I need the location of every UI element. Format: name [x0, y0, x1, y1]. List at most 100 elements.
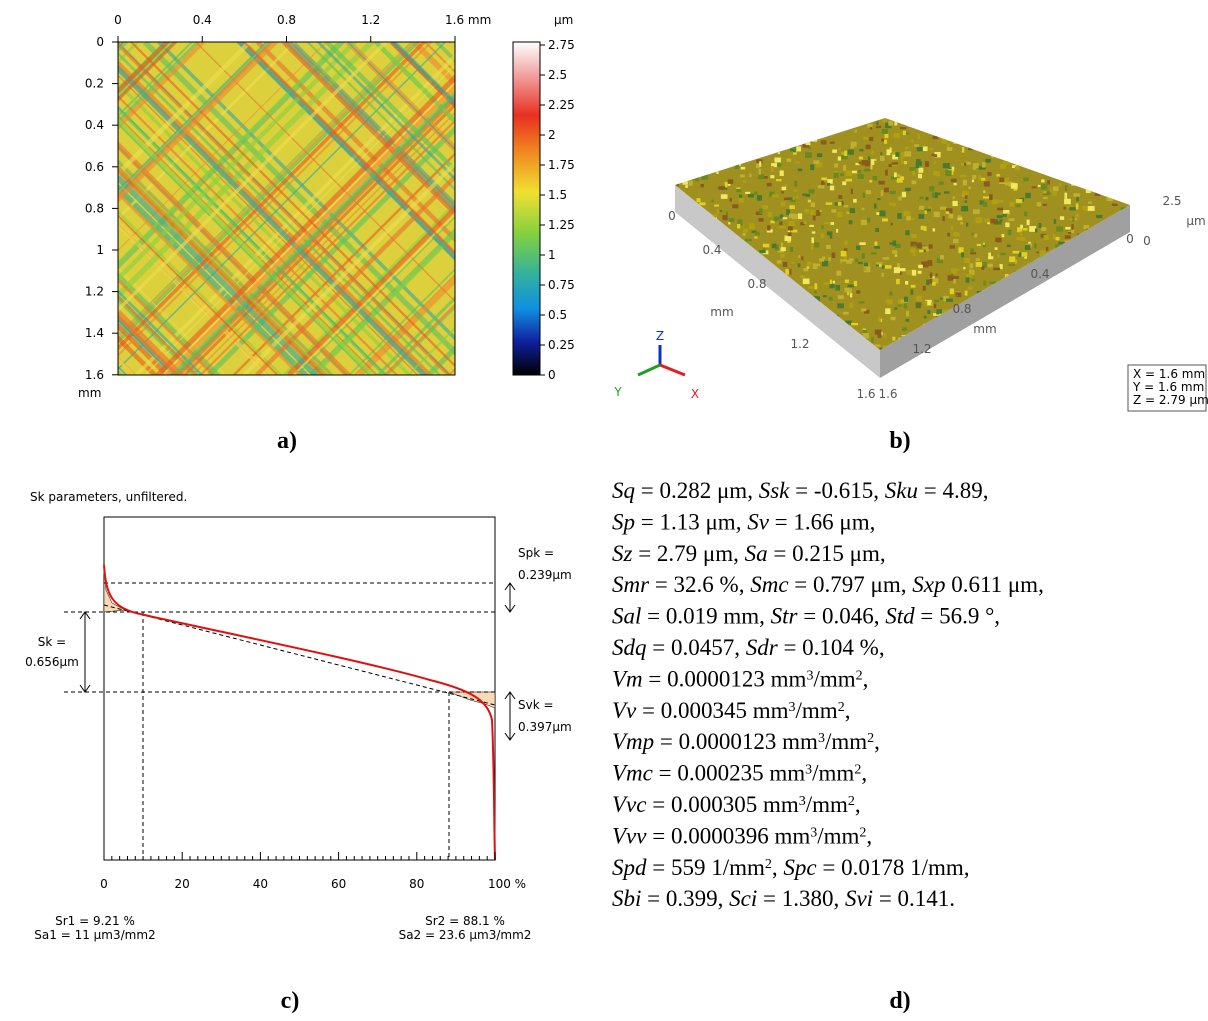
relief: [751, 145, 755, 149]
relief: [696, 283, 703, 287]
relief: [992, 140, 1000, 146]
relief: [928, 244, 933, 249]
relief: [867, 262, 871, 267]
parameter-value: = 0.000235 mm: [653, 761, 805, 786]
relief: [689, 266, 696, 272]
relief: [997, 207, 1004, 211]
parameter-value: ,: [863, 666, 869, 691]
relief: [982, 196, 990, 199]
relief: [1092, 316, 1098, 321]
relief: [803, 130, 806, 135]
relief: [812, 215, 816, 221]
relief: [971, 232, 975, 236]
relief: [700, 272, 704, 278]
relief: [761, 176, 768, 179]
relief: [714, 204, 720, 207]
relief: [924, 208, 931, 212]
relief: [831, 209, 837, 213]
relief: [822, 256, 826, 260]
relief: [896, 178, 903, 183]
relief: [903, 303, 908, 309]
relief: [720, 194, 728, 199]
relief: [714, 344, 718, 347]
stripe: [118, 42, 328, 252]
relief: [1007, 143, 1014, 149]
relief: [820, 140, 827, 145]
relief: [911, 180, 917, 185]
relief: [1027, 342, 1033, 347]
relief: [983, 190, 986, 193]
stripe: [118, 188, 305, 375]
relief: [965, 192, 968, 199]
relief: [936, 171, 940, 177]
relief: [1094, 191, 1101, 196]
relief: [1120, 119, 1123, 124]
relief: [993, 219, 998, 225]
parameter-value: 0.611 μm,: [945, 572, 1043, 597]
relief: [845, 170, 852, 177]
relief: [747, 151, 751, 154]
relief: [776, 178, 782, 182]
relief: [891, 162, 899, 165]
relief: [732, 204, 739, 209]
relief: [802, 143, 810, 148]
relief: [1036, 340, 1044, 344]
stripe: [393, 42, 455, 106]
stripe: [118, 369, 124, 375]
relief: [933, 160, 937, 164]
relief: [996, 174, 1001, 177]
relief: [754, 191, 758, 195]
relief: [975, 261, 983, 267]
relief: [873, 158, 877, 161]
relief: [803, 221, 807, 224]
relief: [1047, 180, 1050, 185]
relief: [1127, 281, 1130, 286]
relief: [940, 206, 947, 210]
relief: [1014, 259, 1018, 264]
relief: [724, 181, 728, 188]
relief: [861, 207, 865, 210]
relief: [894, 307, 898, 310]
relief: [770, 175, 775, 179]
relief: [785, 304, 789, 309]
relief: [678, 156, 684, 162]
relief: [733, 280, 740, 283]
stripe: [118, 365, 128, 375]
parameter-value: = 2.79 μm,: [632, 541, 744, 566]
relief: [1012, 250, 1020, 254]
relief: [814, 242, 820, 248]
relief: [704, 120, 711, 123]
relief: [789, 205, 795, 210]
parameter-name: Sa: [745, 541, 768, 566]
relief: [721, 132, 728, 137]
relief: [1009, 201, 1015, 207]
relief: [1066, 205, 1073, 209]
relief: [897, 302, 902, 307]
stripe: [387, 306, 455, 375]
relief: [879, 264, 882, 267]
relief: [762, 204, 768, 210]
y-label: 1.6: [85, 368, 104, 382]
relief: [918, 167, 924, 173]
relief: [1000, 164, 1007, 169]
relief: [927, 260, 933, 266]
relief: [1087, 201, 1092, 204]
relief: [1099, 251, 1105, 254]
relief: [732, 151, 739, 156]
relief: [979, 200, 985, 205]
relief: [824, 128, 827, 135]
relief: [970, 252, 977, 255]
relief: [769, 191, 775, 197]
relief: [736, 223, 741, 229]
relief: [781, 186, 787, 191]
relief: [1038, 306, 1043, 310]
relief: [1052, 186, 1059, 192]
stripe: [296, 216, 455, 375]
relief: [953, 276, 959, 279]
x-label: 0: [100, 877, 108, 891]
relief: [837, 201, 842, 206]
stripe: [292, 212, 455, 375]
stripe: [282, 42, 455, 217]
parameter-value: 2: [838, 699, 845, 714]
relief: [1125, 274, 1130, 278]
